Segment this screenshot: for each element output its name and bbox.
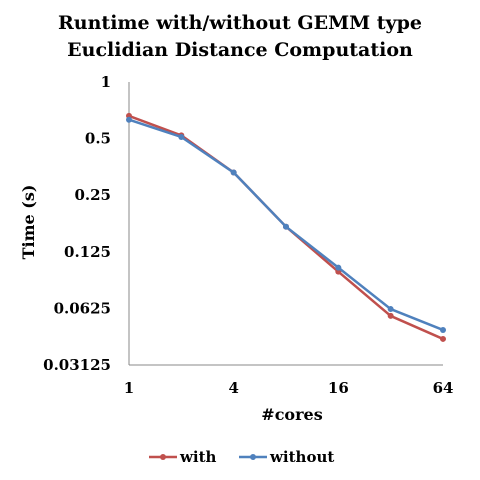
series-without — [126, 116, 446, 333]
data-point — [335, 264, 342, 271]
data-point — [387, 306, 394, 313]
x-tick-label: 16 — [328, 379, 349, 397]
y-tick-label: 0.03125 — [43, 356, 111, 374]
y-tick-label: 0.25 — [74, 186, 111, 204]
series-lines — [126, 112, 446, 342]
data-point — [440, 335, 446, 342]
legend: with without — [149, 448, 334, 466]
y-tick-label: 0.5 — [85, 130, 111, 148]
x-tick-label: 4 — [228, 379, 238, 397]
y-axis-ticks: 0.03125 0.0625 0.125 0.25 0.5 1 — [43, 73, 111, 374]
x-axis-title: #cores — [261, 405, 322, 424]
legend-swatch-marker — [250, 454, 256, 460]
x-tick-label: 1 — [124, 379, 134, 397]
legend-label: without — [269, 448, 334, 466]
data-point — [283, 223, 289, 230]
data-point — [126, 116, 132, 123]
legend-item: without — [239, 448, 334, 466]
legend-item: with — [149, 448, 217, 466]
data-point — [178, 133, 185, 140]
y-tick-label: 1 — [101, 73, 111, 91]
chart-title-line-2: Euclidian Distance Computation — [67, 39, 413, 61]
y-tick-label: 0.125 — [64, 243, 111, 261]
data-point — [440, 326, 446, 333]
data-point — [230, 169, 237, 176]
chart-title-line-1: Runtime with/without GEMM type — [58, 12, 422, 34]
legend-label: with — [179, 448, 217, 466]
y-axis-title: Time (s) — [19, 185, 38, 260]
axes — [128, 82, 443, 366]
x-tick-label: 64 — [433, 379, 454, 397]
legend-swatch-marker — [160, 454, 166, 460]
x-axis-ticks: 1 4 16 64 — [124, 379, 454, 397]
y-tick-label: 0.0625 — [54, 299, 111, 317]
data-point — [387, 312, 394, 319]
